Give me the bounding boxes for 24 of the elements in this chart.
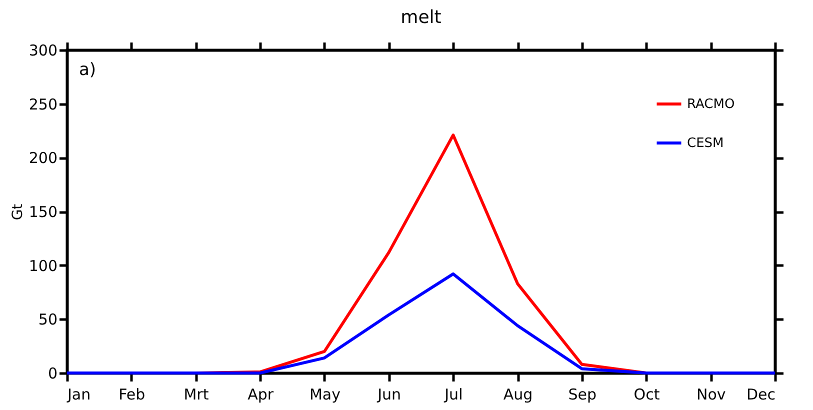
x-tick-label: Mrt — [184, 386, 209, 404]
y-tick-label: 0 — [48, 364, 58, 382]
annotation: a) — [79, 60, 96, 80]
x-tick-label: Jul — [444, 386, 463, 404]
x-tick-label: Apr — [248, 386, 274, 404]
y-tick-label: 300 — [28, 42, 58, 60]
legend-label: CESM — [687, 136, 724, 151]
x-tick-label: Aug — [503, 386, 533, 404]
x-tick-label: Nov — [696, 386, 726, 404]
y-tick-label: 150 — [28, 203, 58, 221]
legend-label: RACMO — [687, 97, 735, 112]
x-tick-label: Sep — [568, 386, 597, 404]
x-tick-label: Oct — [634, 386, 660, 404]
y-tick-label: 250 — [28, 95, 58, 114]
x-tick-label: Feb — [118, 386, 146, 404]
x-tick-label: Jun — [376, 386, 402, 404]
x-tick-label: May — [309, 386, 341, 404]
x-tick-label: Dec — [746, 386, 776, 404]
y-axis-title: Gt — [10, 203, 26, 220]
y-tick-label: 200 — [28, 149, 58, 168]
y-tick-label: 100 — [28, 256, 58, 275]
y-tick-label: 50 — [38, 310, 58, 329]
chart-title: melt — [400, 6, 442, 28]
x-tick-label: Jan — [66, 386, 91, 404]
